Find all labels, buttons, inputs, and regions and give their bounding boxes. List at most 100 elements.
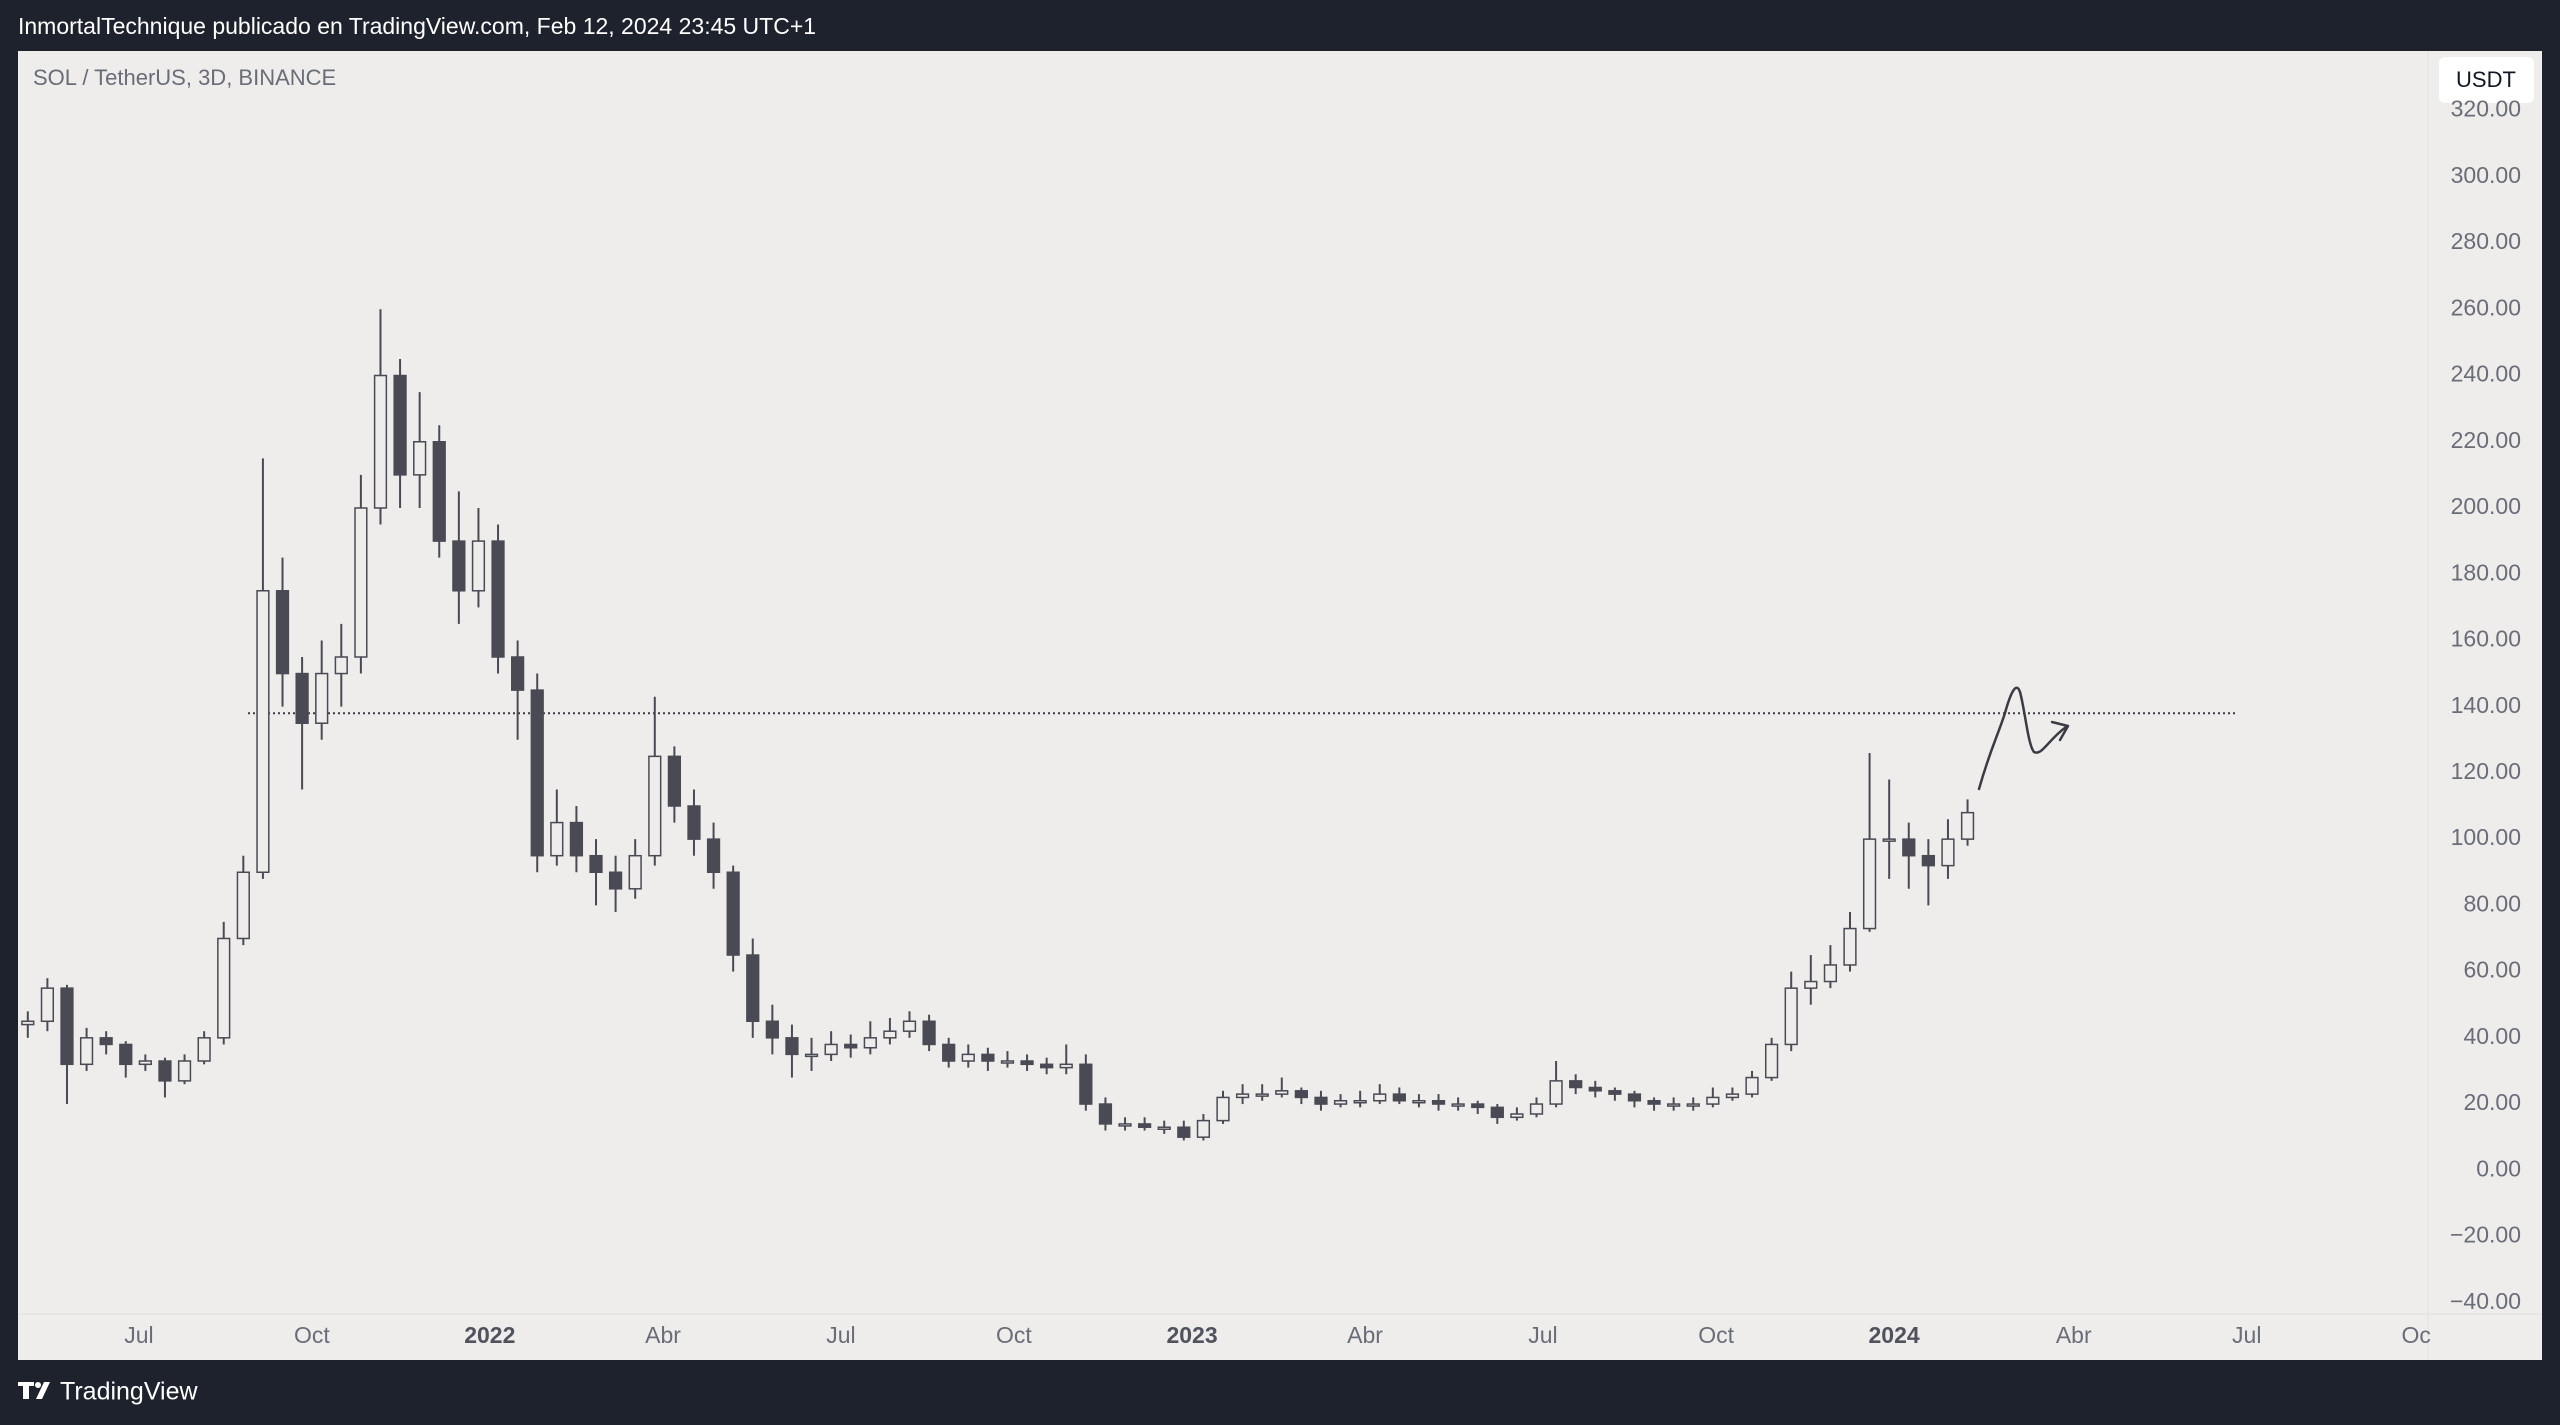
candle-body xyxy=(1275,1090,1289,1095)
y-tick-label: 160.00 xyxy=(2451,626,2521,652)
y-tick-label: 240.00 xyxy=(2451,361,2521,387)
candle-body xyxy=(1804,980,1818,989)
y-tick-label: −40.00 xyxy=(2450,1288,2521,1314)
candle-body xyxy=(883,1030,897,1039)
brand-logo xyxy=(18,1382,50,1399)
x-tick-label: Oct xyxy=(996,1322,1032,1348)
candle-body xyxy=(1177,1126,1191,1138)
candle-body xyxy=(902,1020,917,1032)
plot xyxy=(21,309,2237,1141)
candle-body xyxy=(804,1053,819,1058)
candle-body xyxy=(197,1037,211,1062)
candle-body xyxy=(1294,1090,1309,1099)
candle-body xyxy=(1725,1093,1740,1099)
chart-pane xyxy=(18,51,2542,1360)
candle-body xyxy=(217,937,231,1039)
candle-body xyxy=(961,1053,975,1062)
x-tick-label: Abr xyxy=(645,1322,681,1348)
x-tick-label: Jul xyxy=(826,1322,855,1348)
candle-body xyxy=(158,1060,172,1082)
candle-body xyxy=(1608,1090,1622,1095)
candle-body xyxy=(1921,854,1935,867)
candle-body xyxy=(530,689,544,857)
candle-body xyxy=(1353,1099,1367,1104)
y-tick-label: 40.00 xyxy=(2463,1023,2521,1049)
candle-body xyxy=(1686,1103,1700,1107)
y-tick-label: 120.00 xyxy=(2451,758,2521,784)
y-tick-label: 0.00 xyxy=(2476,1155,2521,1181)
candle-body xyxy=(1941,838,1955,867)
y-tick-label: 320.00 xyxy=(2451,96,2521,122)
candle-body xyxy=(1216,1096,1230,1122)
candle-body xyxy=(295,672,309,724)
chart-title: SOL / TetherUS, 3D, BINANCE xyxy=(33,65,336,90)
candle-body xyxy=(706,838,721,873)
candle-body xyxy=(863,1037,877,1049)
candle-body xyxy=(1373,1093,1387,1102)
candle-body xyxy=(1490,1106,1504,1119)
candle-body xyxy=(1843,927,1857,966)
candle-body xyxy=(99,1037,113,1046)
candle-body xyxy=(1235,1093,1250,1099)
currency-badge[interactable] xyxy=(2439,57,2534,103)
x-tick-label: Oct xyxy=(1698,1322,1734,1348)
x-tick-label: Oct xyxy=(294,1322,330,1348)
x-tick-label: 2024 xyxy=(1868,1322,1919,1348)
candle-body xyxy=(1549,1080,1563,1105)
candle-body xyxy=(1706,1096,1720,1105)
candle-body xyxy=(315,672,329,724)
candle-body xyxy=(1647,1099,1661,1105)
candle-body xyxy=(687,805,701,840)
candle-body xyxy=(177,1060,192,1082)
x-tick-label: 2022 xyxy=(464,1322,515,1348)
candle-body xyxy=(236,871,250,940)
x-tick-label: Jul xyxy=(124,1322,153,1348)
currency-label: USDT xyxy=(2456,67,2516,92)
candle-body xyxy=(1902,838,1916,857)
candle-body xyxy=(1745,1076,1759,1095)
candle-body xyxy=(1529,1103,1544,1115)
candle-body xyxy=(785,1037,799,1056)
publish-header: InmortalTechnique publicado en TradingVi… xyxy=(18,13,816,39)
y-tick-label: 140.00 xyxy=(2451,692,2521,718)
candle-body xyxy=(1314,1096,1328,1105)
candle-body xyxy=(1059,1063,1073,1069)
brand-name: TradingView xyxy=(60,1378,199,1406)
x-tick-label: Jul xyxy=(2232,1322,2261,1348)
candle-body xyxy=(79,1037,94,1066)
candle-body xyxy=(1157,1126,1171,1130)
candle-body xyxy=(1079,1063,1093,1105)
candle-body xyxy=(1118,1123,1132,1127)
candle-body xyxy=(1098,1103,1113,1125)
candle-body xyxy=(550,821,564,857)
y-tick-label: 300.00 xyxy=(2451,162,2521,188)
candle-body xyxy=(824,1043,838,1056)
candle-body xyxy=(256,590,270,873)
candle-body xyxy=(1412,1099,1426,1104)
candle-body xyxy=(1000,1060,1015,1064)
candle-body xyxy=(608,871,623,890)
candle-body xyxy=(119,1043,133,1066)
y-tick-label: 60.00 xyxy=(2463,957,2521,983)
candle-body xyxy=(491,540,505,658)
candle-body xyxy=(726,871,740,956)
x-tick-label: Abr xyxy=(1347,1322,1383,1348)
candle-body xyxy=(334,656,348,675)
candle-body xyxy=(981,1053,995,1062)
y-tick-label: 100.00 xyxy=(2451,824,2521,850)
x-tick-label: 2023 xyxy=(1166,1322,1217,1348)
candle-body xyxy=(21,1020,35,1026)
candle-body xyxy=(628,854,642,890)
candle-body xyxy=(1823,964,1838,983)
candle-body xyxy=(589,854,603,873)
x-tick-label: Jul xyxy=(1528,1322,1557,1348)
candle-body xyxy=(1784,987,1798,1046)
candle-body xyxy=(1862,838,1877,930)
candle-body xyxy=(942,1043,956,1062)
y-tick-label: −20.00 xyxy=(2450,1222,2521,1248)
candle-body xyxy=(1764,1043,1779,1079)
candle-body xyxy=(471,540,486,592)
candle-body xyxy=(393,374,407,476)
